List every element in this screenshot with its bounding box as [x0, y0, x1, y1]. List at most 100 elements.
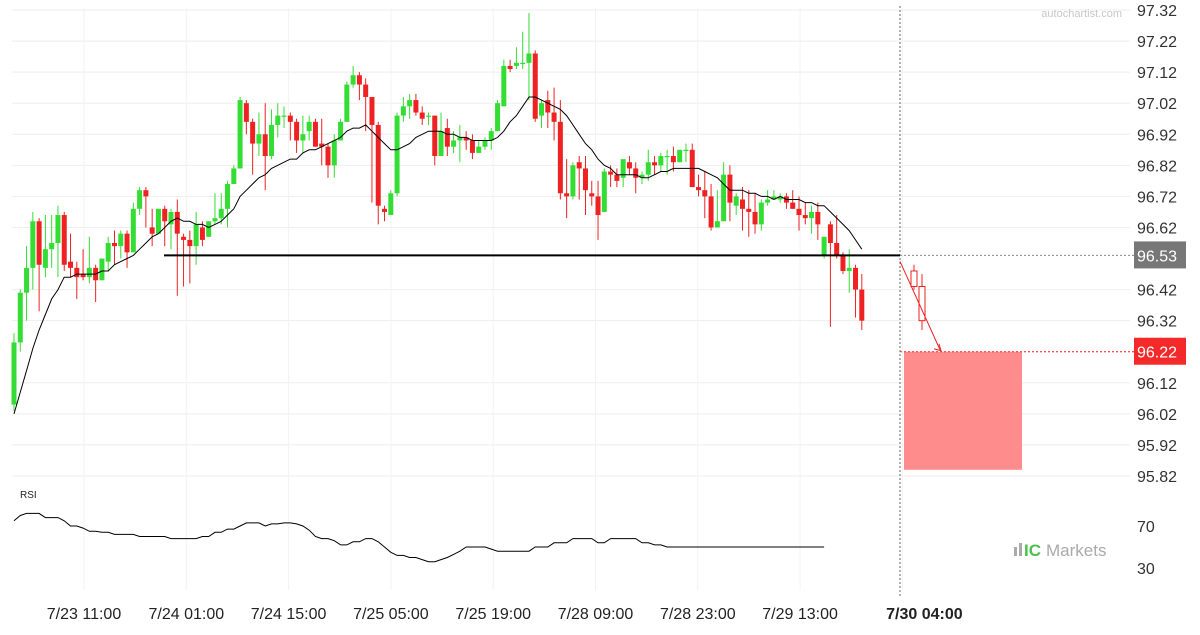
candle-body	[463, 137, 469, 141]
price-tick-label: 96.12	[1137, 376, 1177, 393]
candles	[11, 13, 926, 411]
forecast-arrowhead	[933, 343, 942, 352]
candle-body	[212, 218, 218, 222]
time-tick-label: 7/28 23:00	[660, 606, 736, 623]
candle-body	[545, 100, 551, 113]
candle-body	[815, 211, 821, 225]
candle-body	[256, 134, 262, 144]
candle-body	[708, 196, 714, 228]
candle-body	[595, 196, 601, 216]
candle-body	[532, 53, 538, 119]
candle-body	[670, 156, 676, 163]
candle-body	[501, 65, 507, 107]
candle-body	[11, 342, 17, 405]
candle-body	[853, 267, 859, 290]
candle-body	[49, 243, 55, 250]
candle-body	[388, 193, 394, 216]
candle-body	[821, 236, 827, 256]
candle-body	[61, 215, 67, 265]
time-tick-label: 7/24 01:00	[148, 606, 224, 623]
candle-body	[155, 208, 161, 234]
candle-body	[614, 174, 620, 181]
candle-body	[394, 115, 400, 194]
gridlines	[12, 8, 1130, 590]
time-tick-label: 7/25 05:00	[353, 606, 429, 623]
candle-body	[702, 190, 708, 197]
candle-body	[356, 75, 362, 85]
candle-body	[105, 243, 111, 262]
candle-body	[407, 100, 413, 107]
candle-body	[344, 84, 350, 122]
candle-body	[564, 193, 570, 197]
candle-body	[520, 62, 526, 65]
candle-body	[36, 221, 42, 265]
candle-body	[765, 199, 771, 203]
candle-body	[451, 140, 457, 147]
candle-body	[539, 103, 545, 116]
candle-body	[375, 124, 381, 206]
candle-body	[199, 227, 205, 240]
price-tick-label: 96.72	[1137, 189, 1177, 206]
candle-body	[243, 103, 249, 122]
candle-body	[840, 255, 846, 271]
candle-body	[752, 211, 758, 225]
candle-body	[250, 121, 256, 144]
target-zone	[904, 351, 1022, 470]
candle-body	[639, 174, 645, 178]
candle-body	[319, 143, 325, 147]
price-label-box	[1134, 337, 1186, 365]
candle-body	[231, 168, 237, 184]
rsi-line	[13, 512, 825, 563]
candle-body	[193, 224, 199, 247]
candle-body	[400, 106, 406, 116]
candle-body	[771, 196, 777, 200]
projected-candle-body	[910, 270, 918, 287]
time-tick-label: 7/29 13:00	[762, 606, 838, 623]
candle-body	[482, 140, 488, 147]
candle-body	[733, 196, 739, 206]
axes: 97.32 97.22 97.12 97.02 96.92 96.82 96.72 96.62…	[47, 3, 1186, 623]
candle-body	[652, 162, 658, 166]
candle-body	[746, 208, 752, 212]
candle-body	[325, 146, 331, 166]
price-tick-label: 96.62	[1137, 220, 1177, 237]
candle-body	[306, 121, 312, 132]
candle-body	[149, 227, 155, 234]
rsi-tick-label: 30	[1137, 561, 1155, 578]
price-tick-label: 96.02	[1137, 407, 1177, 424]
candle-body	[601, 171, 607, 212]
price-tick-label: 96.32	[1137, 314, 1177, 331]
candle-body	[488, 131, 494, 141]
overlays	[13, 6, 1134, 598]
candle-body	[608, 171, 614, 175]
candle-body	[633, 168, 639, 178]
price-tick-label: 97.32	[1137, 3, 1177, 20]
candle-body	[513, 62, 519, 66]
candle-body	[137, 190, 143, 209]
logo-bar-1	[1014, 547, 1017, 556]
candle-body	[86, 267, 92, 278]
candle-body	[143, 190, 149, 197]
candle-body	[846, 267, 852, 271]
candle-body	[457, 137, 463, 141]
candle-body	[432, 115, 438, 157]
candle-body	[312, 121, 318, 147]
candle-body	[827, 224, 833, 243]
candle-body	[438, 131, 444, 157]
price-tick-label: 95.92	[1137, 438, 1177, 455]
forecast-arrow-line	[899, 261, 941, 350]
candle-body	[162, 208, 168, 222]
candle-body	[42, 249, 48, 268]
candle-body	[658, 156, 664, 166]
candle-body	[118, 233, 124, 247]
price-label-text: 96.22	[1137, 345, 1177, 362]
candle-body	[331, 140, 337, 166]
candle-body	[181, 236, 187, 240]
candle-body	[124, 233, 130, 253]
ic-markets-logo: IC Markets	[1014, 541, 1106, 560]
candle-body	[683, 149, 689, 151]
time-tick-label: 7/30 04:00	[886, 606, 963, 623]
candle-body	[80, 274, 86, 278]
candle-body	[174, 211, 180, 234]
